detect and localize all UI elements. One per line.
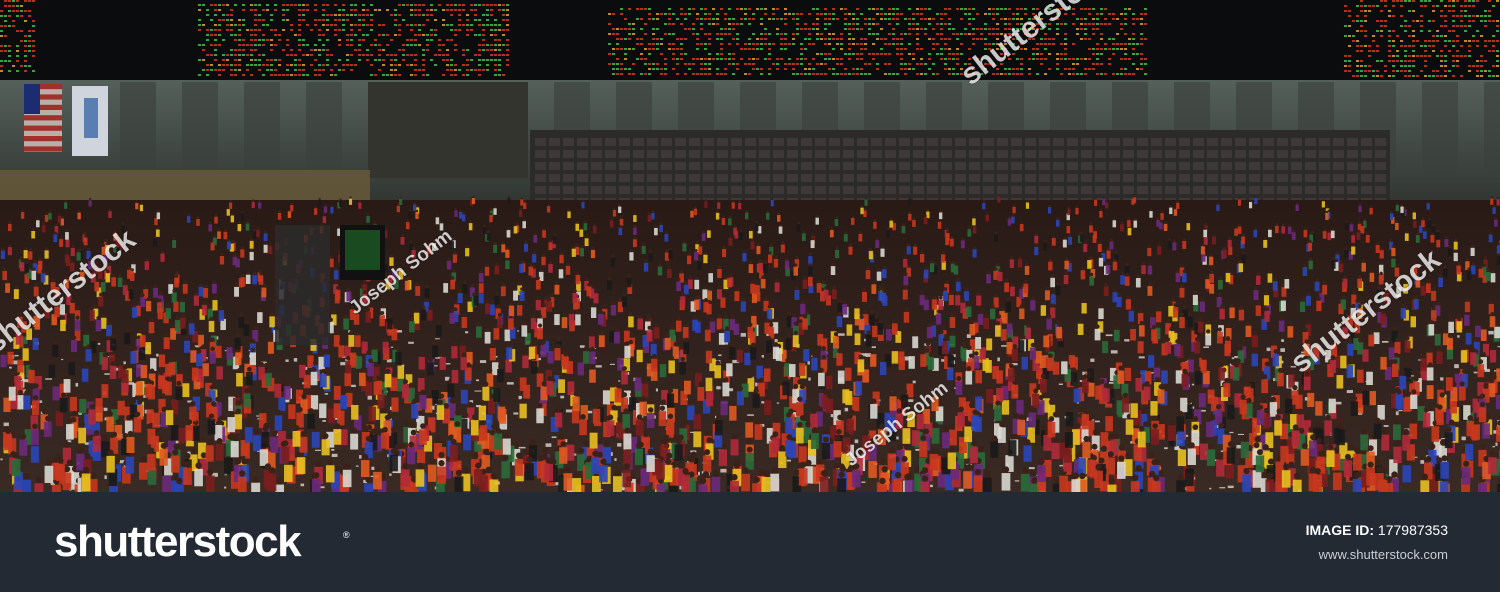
registered-mark: ®	[343, 530, 350, 540]
broadcast-tower	[275, 225, 385, 345]
footer-bar	[0, 492, 1500, 592]
site-url-link[interactable]: www.shutterstock.com	[1318, 547, 1448, 562]
american-flag	[24, 84, 62, 152]
image-id-value: 177987353	[1377, 522, 1448, 538]
traders-crowd	[0, 194, 1500, 492]
state-flag	[72, 86, 108, 156]
trading-floor-photo	[0, 0, 1500, 492]
quote-board-panels	[0, 0, 1499, 77]
image-id-label: IMAGE ID:	[1305, 522, 1375, 538]
shutterstock-logo[interactable]: shutterstock	[54, 517, 302, 566]
stock-photo	[0, 0, 1500, 492]
image-id: IMAGE ID: 177987353	[1306, 521, 1448, 539]
